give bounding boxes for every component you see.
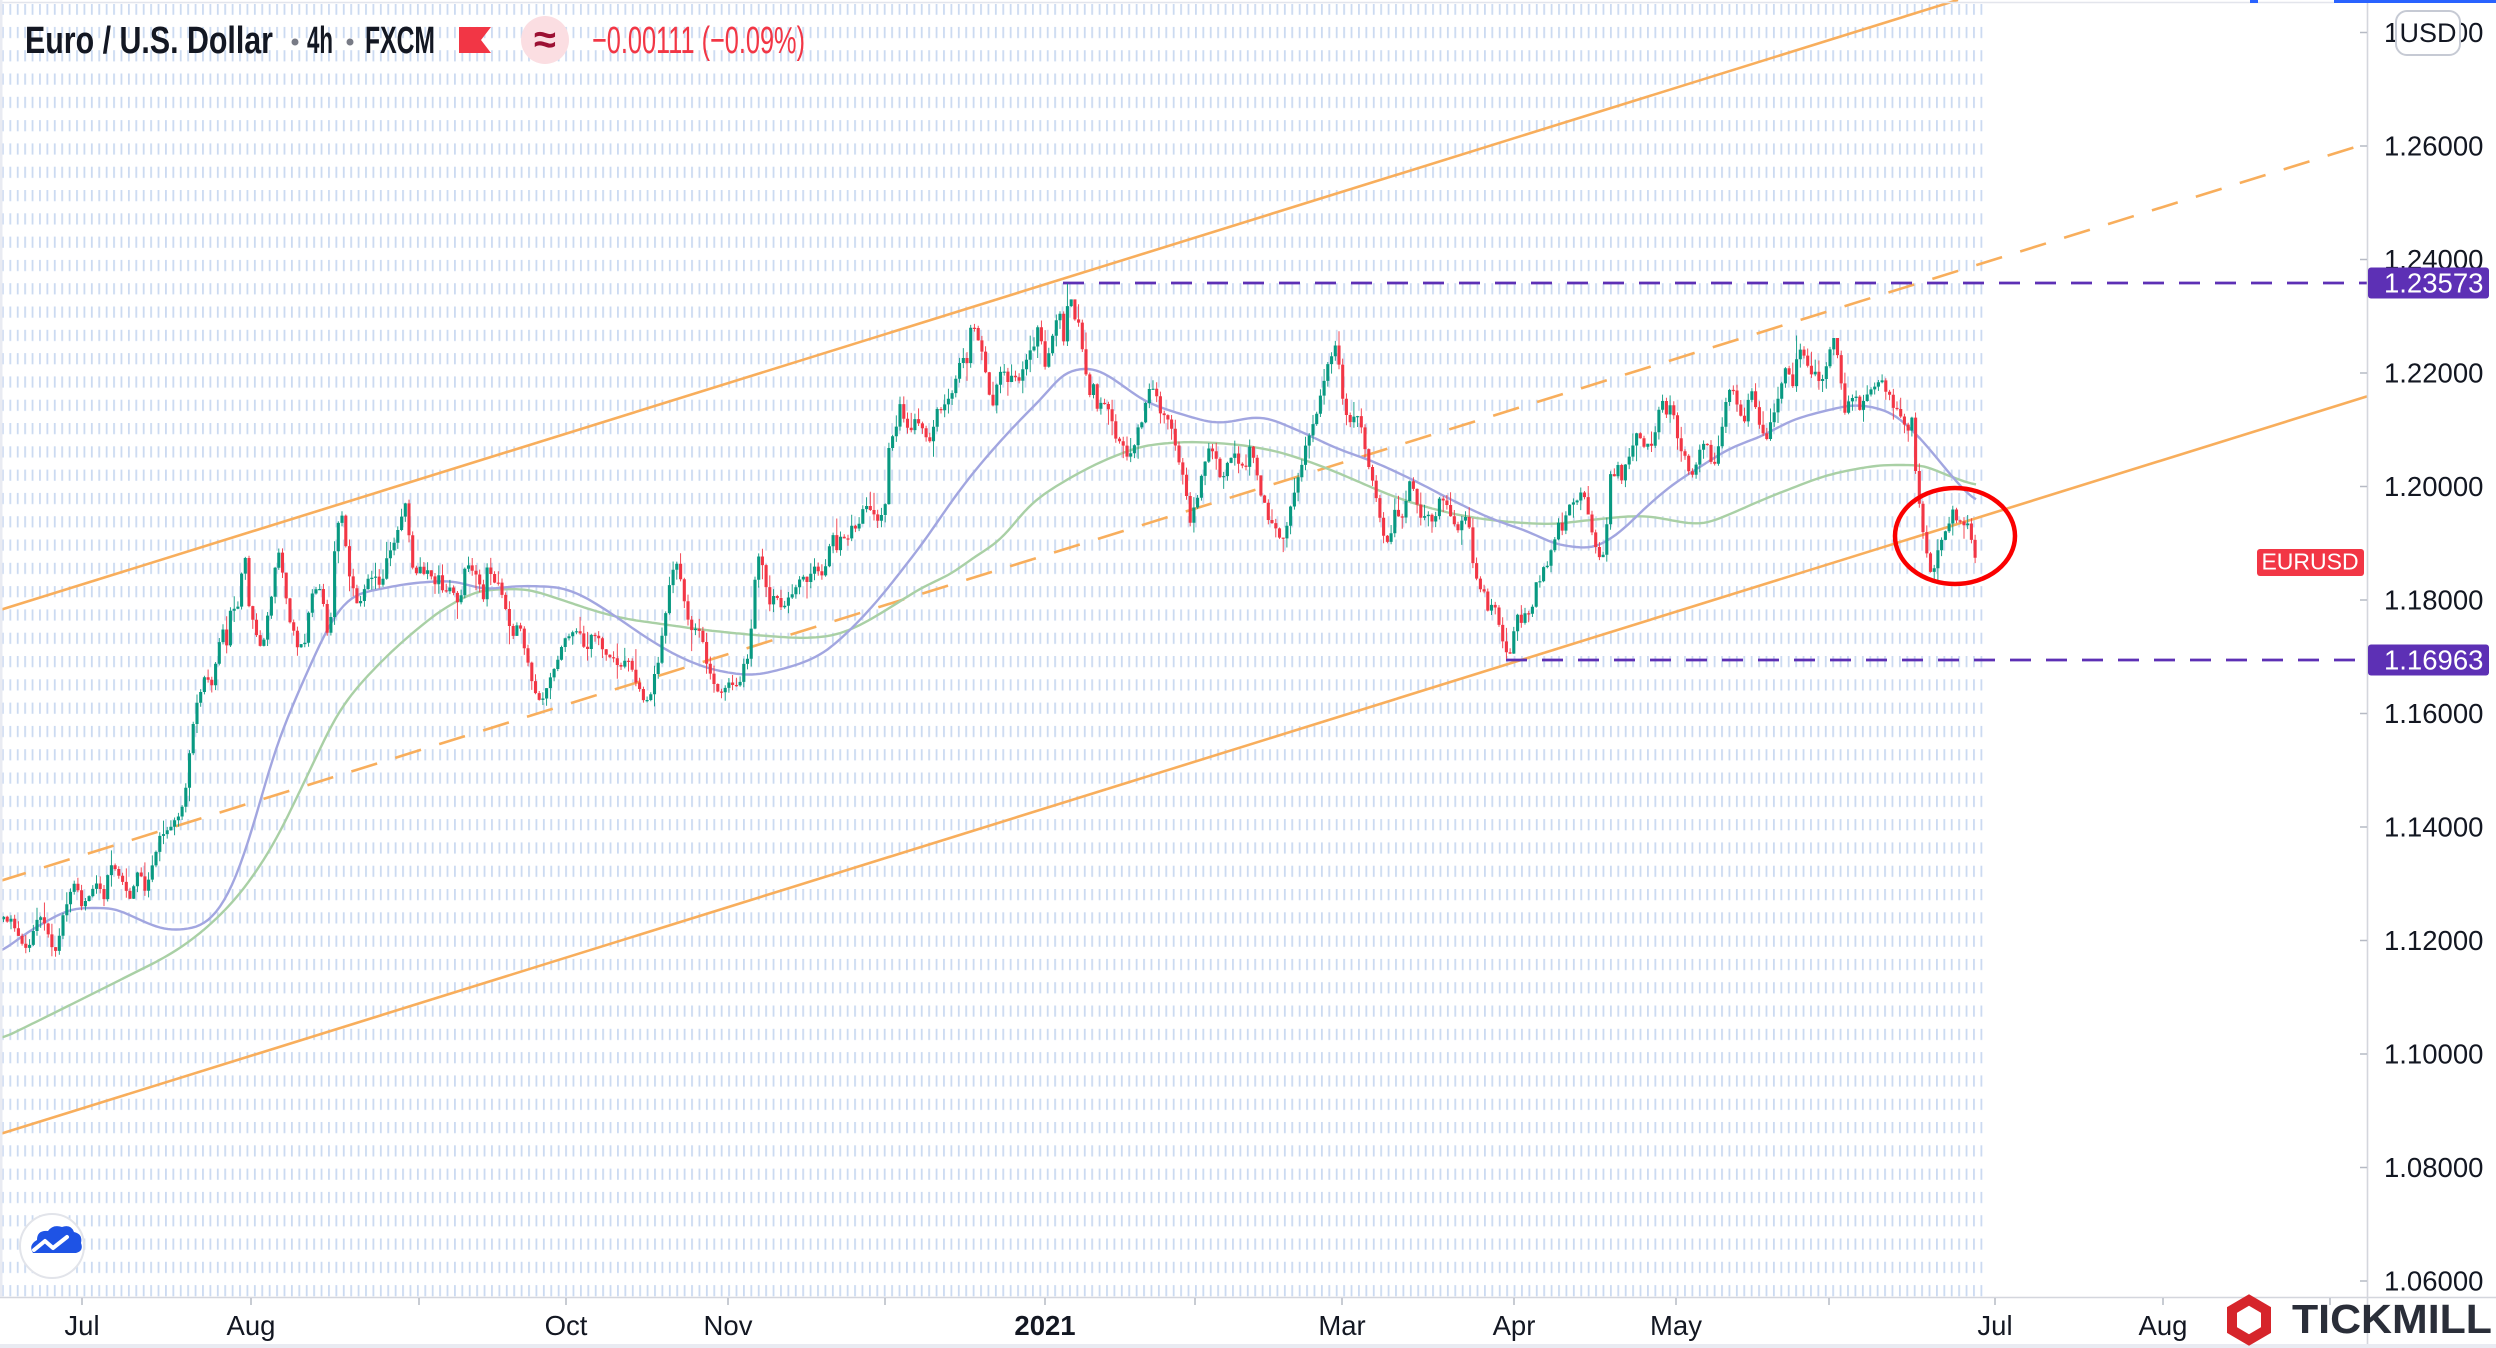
svg-text:Aug: Aug xyxy=(2139,1310,2188,1341)
svg-text:1.12000: 1.12000 xyxy=(2384,925,2483,956)
svg-text:1.16000: 1.16000 xyxy=(2384,698,2483,729)
svg-text:1.16963: 1.16963 xyxy=(2384,645,2483,676)
svg-text:Mar: Mar xyxy=(1318,1310,1365,1341)
svg-text:Apr: Apr xyxy=(1493,1310,1536,1341)
svg-text:1.14000: 1.14000 xyxy=(2384,812,2483,843)
svg-text:TICKMILL: TICKMILL xyxy=(2292,1296,2492,1342)
svg-text:Euro / U.S. Dollar: Euro / U.S. Dollar xyxy=(25,20,273,62)
svg-text:Jul: Jul xyxy=(64,1310,99,1341)
svg-text:≈: ≈ xyxy=(534,18,556,62)
svg-text:EURUSD: EURUSD xyxy=(2261,549,2358,575)
svg-text:May: May xyxy=(1650,1310,1702,1341)
svg-text:1.08000: 1.08000 xyxy=(2384,1152,2483,1183)
svg-text:−0.00111 (−0.09%): −0.00111 (−0.09%) xyxy=(592,20,805,62)
svg-text:1.10000: 1.10000 xyxy=(2384,1039,2483,1070)
svg-text:Nov: Nov xyxy=(704,1310,753,1341)
svg-text:1.22000: 1.22000 xyxy=(2384,358,2483,389)
svg-text:Aug: Aug xyxy=(227,1310,276,1341)
svg-text:Jul: Jul xyxy=(1977,1310,2012,1341)
svg-text:4h: 4h xyxy=(307,20,333,62)
svg-text:1.18000: 1.18000 xyxy=(2384,585,2483,616)
svg-text:1.20000: 1.20000 xyxy=(2384,471,2483,502)
svg-text:Oct: Oct xyxy=(545,1310,588,1341)
svg-text:1.26000: 1.26000 xyxy=(2384,131,2483,162)
svg-text:2021: 2021 xyxy=(1014,1310,1075,1341)
svg-text:USD: USD xyxy=(2399,18,2456,48)
svg-text:1.23573: 1.23573 xyxy=(2384,268,2483,299)
svg-text:FXCM: FXCM xyxy=(365,20,435,62)
svg-text:1.06000: 1.06000 xyxy=(2384,1266,2483,1297)
